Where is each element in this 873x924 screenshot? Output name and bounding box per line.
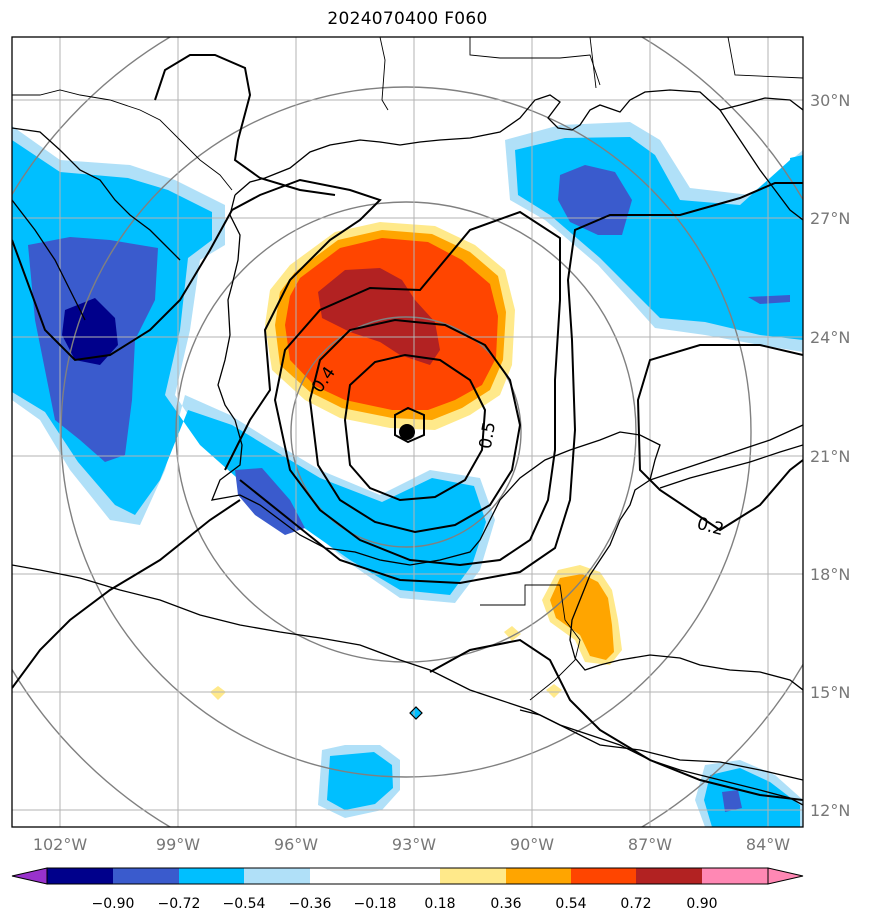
colorbar-swatch (47, 868, 113, 884)
negative-region-east-edge (790, 155, 803, 195)
negative-region-pacific-inner (327, 752, 393, 810)
colorbar-swatch (571, 868, 636, 884)
colorbar-swatch (506, 868, 571, 884)
lon-label: 90°W (510, 835, 554, 854)
colorbar-tick: −0.90 (92, 896, 135, 912)
negative-region-east-patch (748, 295, 790, 304)
lat-label: 21°N (810, 447, 850, 466)
colorbar-tick: 0.54 (555, 896, 586, 912)
latitude-labels: 30°N 27°N 24°N 21°N 18°N 15°N 12°N (810, 91, 850, 820)
contour-label-0.5: 0.5 (476, 420, 500, 450)
storm-center-marker (399, 424, 415, 440)
contours (12, 54, 803, 801)
lat-label: 24°N (810, 328, 850, 347)
lon-label: 99°W (156, 835, 200, 854)
borders (12, 37, 803, 701)
lat-label: 15°N (810, 683, 850, 702)
lat-label: 12°N (810, 801, 850, 820)
colorbar-swatch (113, 868, 179, 884)
negative-region-caribbean-inner (704, 768, 800, 827)
contour-0.2-outer (12, 178, 382, 471)
colorbar-swatch (244, 868, 310, 884)
lon-label: 96°W (274, 835, 318, 854)
contour-0.2-east (636, 344, 803, 532)
contour-0.5-inner (343, 353, 487, 502)
lat-label: 18°N (810, 565, 850, 584)
contour-0.2-south-east (429, 638, 803, 801)
positive-region-center-core (318, 268, 440, 365)
lat-label: 27°N (810, 209, 850, 228)
shaded-field (12, 122, 803, 827)
lon-label: 84°W (746, 835, 790, 854)
negative-region-caribbean-core (722, 790, 742, 812)
lat-label: 30°N (810, 91, 850, 110)
positive-speck-3 (546, 684, 562, 698)
lon-label: 93°W (392, 835, 436, 854)
colorbar: −0.90 −0.72 −0.54 −0.36 −0.18 0.18 0.36 … (11, 867, 804, 912)
contour-0.3 (273, 210, 561, 567)
storm-center-hexagon (394, 406, 425, 444)
contour-0.2-outer-loop (239, 182, 803, 585)
speck-outline (409, 706, 423, 720)
colorbar-tick: −0.72 (158, 896, 201, 912)
negative-region-west-min (62, 298, 118, 365)
negative-speck (410, 707, 422, 719)
longitude-labels: 102°W 99°W 96°W 93°W 90°W 87°W 84°W (33, 835, 790, 854)
contour-0.4 (308, 318, 522, 534)
colorbar-swatch (636, 868, 702, 884)
range-rings (12, 37, 803, 827)
colorbar-tick: 0.90 (686, 896, 717, 912)
positive-speck-2 (504, 626, 521, 641)
lon-label: 87°W (628, 835, 672, 854)
graticule (12, 37, 803, 827)
colorbar-tick: 0.36 (490, 896, 521, 912)
colorbar-swatch (440, 868, 506, 884)
coastlines (12, 89, 803, 806)
map-frame (11, 36, 804, 828)
colorbar-tick: −0.36 (289, 896, 332, 912)
colorbar-tick: 0.72 (620, 896, 651, 912)
map-title: 2024070400 F060 (327, 9, 488, 29)
colorbar-extend-low (11, 867, 48, 885)
positive-region-yucatan-orange (550, 574, 614, 660)
colorbar-swatch (310, 868, 375, 884)
colorbar-swatch (179, 868, 244, 884)
negative-region-east-inner (515, 137, 803, 340)
positive-speck-1 (210, 686, 226, 700)
colorbar-tick: −0.18 (354, 896, 397, 912)
contour-0.2-north (154, 54, 336, 196)
colorbar-tick: −0.54 (223, 896, 266, 912)
contour-label-0.2: 0.2 (695, 514, 726, 540)
colorbar-tick: 0.18 (424, 896, 455, 912)
colorbar-swatch (375, 868, 440, 884)
lon-label: 102°W (33, 835, 88, 854)
colorbar-extend-high (702, 868, 803, 884)
contour-0.2-south (12, 499, 241, 689)
